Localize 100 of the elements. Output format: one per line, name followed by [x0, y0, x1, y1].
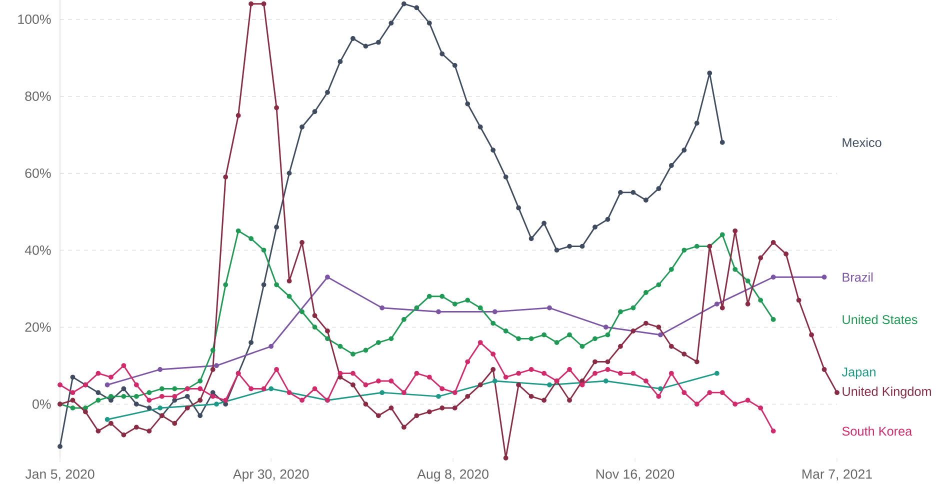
point: [146, 390, 152, 396]
point: [580, 344, 585, 349]
point: [720, 140, 725, 145]
point: [236, 228, 241, 234]
point: [758, 298, 764, 303]
point: [516, 370, 522, 376]
point: [172, 398, 178, 403]
point: [363, 44, 368, 49]
point: [96, 390, 101, 396]
point: [618, 190, 623, 195]
point: [542, 220, 546, 226]
point: [465, 298, 470, 303]
point: [668, 370, 674, 376]
point: [376, 378, 381, 384]
point: [605, 332, 610, 338]
point: [478, 340, 483, 346]
text: United States: [842, 314, 918, 324]
point: [542, 332, 546, 338]
point: [70, 374, 76, 380]
point: [426, 374, 432, 380]
point: [452, 390, 458, 396]
point: [274, 367, 280, 372]
point: [770, 274, 776, 280]
point: [134, 394, 139, 399]
point: [312, 109, 318, 114]
y-tick-label: 80%: [25, 92, 51, 101]
point: [694, 244, 700, 249]
point: [547, 382, 552, 388]
point: [452, 302, 458, 307]
point: [401, 390, 406, 396]
point: [223, 282, 228, 288]
point: [121, 363, 126, 368]
point: [656, 282, 662, 288]
point: [414, 305, 420, 310]
point: [732, 266, 738, 272]
point: [380, 305, 385, 310]
point: [658, 332, 663, 338]
point: [668, 163, 674, 168]
point: [630, 190, 636, 195]
point: [580, 244, 585, 249]
point: [121, 386, 126, 392]
point: [414, 5, 420, 10]
y-tick-label: 60%: [25, 168, 51, 178]
point: [490, 320, 496, 326]
point: [745, 398, 750, 403]
point: [268, 344, 274, 349]
point: [707, 70, 712, 76]
point: [104, 417, 110, 422]
point: [134, 382, 139, 388]
point: [580, 382, 585, 388]
point: [694, 402, 700, 407]
point: [758, 406, 764, 410]
point: [714, 370, 720, 376]
point: [770, 428, 776, 434]
point: [108, 374, 114, 380]
point: [668, 266, 674, 272]
point: [363, 348, 368, 353]
point: [223, 398, 228, 403]
point: [707, 390, 712, 396]
point: [440, 51, 445, 56]
point: [714, 302, 720, 307]
point: [478, 305, 483, 310]
point: [618, 309, 623, 314]
point: [528, 367, 534, 372]
x-tick-label: Aug 8, 2020: [417, 469, 488, 482]
point: [261, 248, 266, 253]
point: [274, 282, 280, 288]
point: [70, 406, 76, 410]
point: [682, 148, 687, 153]
point: [567, 332, 572, 338]
point: [605, 216, 610, 222]
point: [172, 394, 178, 399]
point: [350, 352, 356, 357]
point: [300, 309, 304, 314]
point: [172, 386, 178, 392]
point: [490, 352, 496, 357]
text: Mexico: [842, 138, 882, 148]
point: [159, 394, 164, 399]
point: [492, 309, 498, 314]
point: [286, 170, 292, 176]
point: [682, 248, 687, 253]
point: [248, 386, 254, 392]
point: [261, 386, 266, 392]
point: [436, 394, 441, 399]
point: [248, 236, 254, 242]
point: [414, 370, 420, 376]
point: [478, 124, 483, 130]
point: [338, 344, 343, 349]
point: [554, 248, 560, 253]
point: [436, 309, 441, 314]
point: [121, 394, 126, 399]
point: [542, 370, 546, 376]
point: [158, 367, 163, 372]
point: [567, 244, 572, 249]
point: [643, 378, 648, 384]
point: [380, 390, 385, 396]
point: [643, 290, 648, 295]
point: [630, 305, 636, 310]
point: [388, 336, 394, 342]
point: [83, 406, 88, 410]
